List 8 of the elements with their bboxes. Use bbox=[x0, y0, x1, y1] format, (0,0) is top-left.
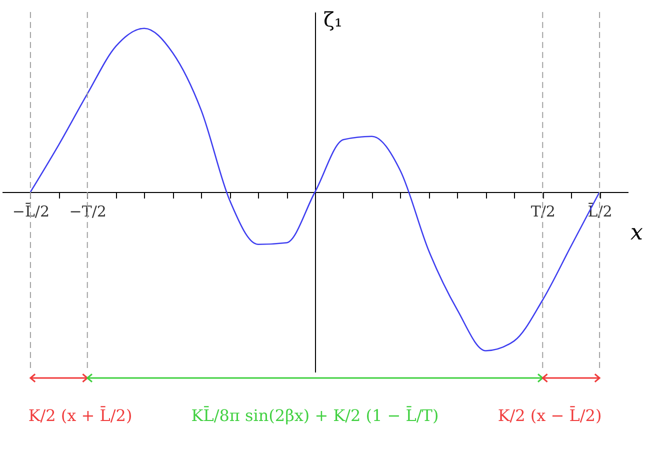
x-axis-title: x bbox=[630, 220, 644, 246]
y-axis-title: ζ₁ bbox=[324, 8, 342, 32]
text: K/2 (x + L̄/2) bbox=[28, 406, 132, 425]
text: K/2 (x − L̄/2) bbox=[498, 406, 602, 425]
x-tick-label: T/2 bbox=[530, 202, 556, 220]
x-tick-label: −T/2 bbox=[69, 202, 106, 220]
text: KL̄/8π sin(2βx) + K/2 (1 − L̄/T) bbox=[191, 406, 439, 425]
x-tick-label: −L̄/2 bbox=[12, 202, 50, 220]
